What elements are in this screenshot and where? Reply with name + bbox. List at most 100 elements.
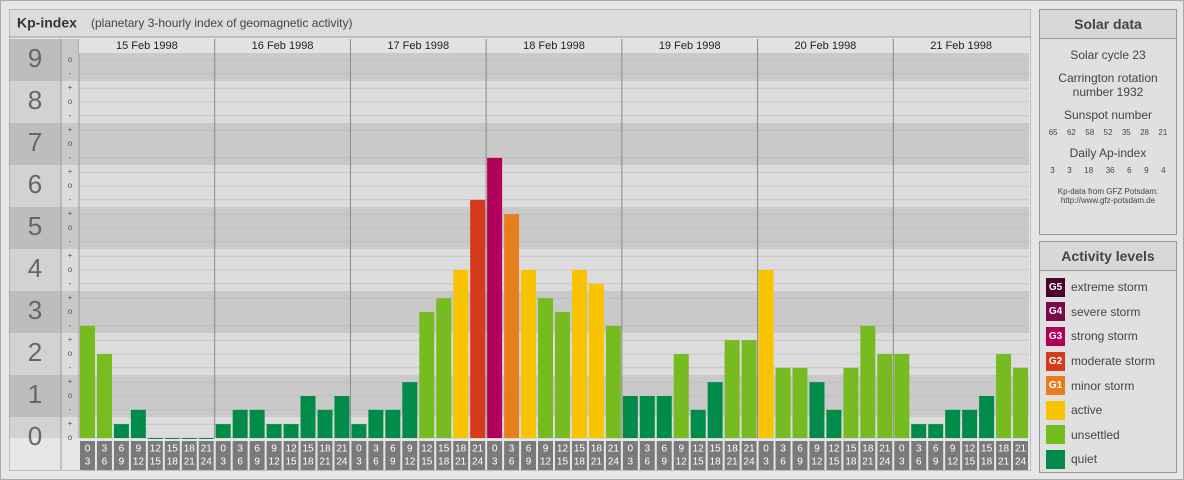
hour-label: 6 <box>661 444 667 455</box>
hour-label: 21 <box>591 457 603 468</box>
legend-label: quiet <box>1071 452 1098 467</box>
bar <box>962 409 978 438</box>
hour-box <box>164 441 180 470</box>
hour-label: 3 <box>899 457 905 468</box>
bar <box>504 214 520 438</box>
hour-label: 21 <box>472 444 484 455</box>
hour-label: 0 <box>220 444 226 455</box>
hour-box <box>656 441 672 470</box>
hour-label: 21 <box>727 457 739 468</box>
bar <box>283 424 299 438</box>
legend-item: G3 strong storm <box>1040 324 1176 349</box>
bar <box>656 396 672 438</box>
bar <box>453 270 469 438</box>
hour-label: 6 <box>102 457 108 468</box>
band <box>9 39 61 81</box>
hour-label: 15 <box>421 457 433 468</box>
hour-box <box>724 441 740 470</box>
hour-box <box>588 441 604 470</box>
hour-box <box>605 441 621 470</box>
y-minor-label: + <box>68 83 73 92</box>
legend-label: moderate storm <box>1071 354 1156 369</box>
hour-label: 3 <box>916 444 922 455</box>
hour-label: 6 <box>797 444 803 455</box>
y-minor-label: + <box>68 419 73 428</box>
band <box>9 165 61 207</box>
hour-label: 12 <box>421 444 433 455</box>
band <box>9 249 61 291</box>
bar <box>707 382 723 438</box>
bar <box>249 409 265 438</box>
hour-box <box>113 441 129 470</box>
y-tick-label: 2 <box>28 337 42 367</box>
bar <box>928 424 944 438</box>
hour-label: 12 <box>964 444 976 455</box>
solar-cycle: Solar cycle 23 <box>1070 48 1146 62</box>
hour-label: 3 <box>780 444 786 455</box>
ap-value: 6 <box>1127 166 1132 175</box>
bar <box>487 157 503 439</box>
date-label: 18 Feb 1998 <box>523 40 585 52</box>
hour-box <box>809 441 825 470</box>
bar <box>758 270 774 438</box>
hour-label: 12 <box>285 444 297 455</box>
hour-label: 21 <box>184 457 196 468</box>
levels-panel: Activity levels G5 extreme storm G4 severe … <box>1039 241 1177 473</box>
hour-box <box>843 441 859 470</box>
bar <box>860 325 876 438</box>
hour-box <box>911 441 927 470</box>
y-minor-label: + <box>68 293 73 302</box>
hour-label: 12 <box>133 457 145 468</box>
panel-title: Activity levels <box>1040 242 1176 271</box>
hour-box <box>181 441 197 470</box>
hour-label: 3 <box>220 457 226 468</box>
hour-label: 3 <box>356 457 362 468</box>
hour-label: 15 <box>167 444 179 455</box>
y-tick-label: 5 <box>28 211 42 241</box>
bar <box>521 270 537 438</box>
date-header-bg <box>757 39 894 53</box>
y-minor-label: + <box>68 251 73 260</box>
sunspot-row: 65 62 58 52 35 28 21 <box>1044 128 1172 137</box>
hour-label: 18 <box>455 444 467 455</box>
hour-box <box>639 441 655 470</box>
legend-item: unsettled <box>1040 423 1176 448</box>
hour-box <box>198 441 214 470</box>
hour-label: 21 <box>879 444 891 455</box>
y-minor-label: - <box>69 153 72 162</box>
hour-box <box>130 441 146 470</box>
bar <box>979 396 995 438</box>
hour-label: 15 <box>845 444 857 455</box>
hour-label: 12 <box>693 444 705 455</box>
hour-box <box>334 441 350 470</box>
band <box>9 123 61 165</box>
hour-box <box>622 441 638 470</box>
y-minor-label: + <box>68 209 73 218</box>
ap-value: 4 <box>1161 166 1166 175</box>
carrington: Carrington rotation number 1932 <box>1058 71 1158 99</box>
y-minor-label: + <box>68 167 73 176</box>
hour-label: 18 <box>981 457 993 468</box>
hour-label: 12 <box>811 457 823 468</box>
hour-box <box>690 441 706 470</box>
y-tick-label: 3 <box>28 295 42 325</box>
sunspot-value: 21 <box>1158 128 1168 137</box>
hour-label: 21 <box>744 444 756 455</box>
bar <box>996 354 1012 438</box>
hour-label: 18 <box>727 444 739 455</box>
hour-label: 21 <box>998 457 1010 468</box>
bar <box>436 298 452 438</box>
y-minor-label: + <box>68 335 73 344</box>
hour-label: 18 <box>438 457 450 468</box>
hour-box <box>962 441 978 470</box>
hour-label: 18 <box>710 457 722 468</box>
hour-box <box>894 441 910 470</box>
hour-box <box>538 441 553 470</box>
bar <box>470 199 486 438</box>
hour-label: 6 <box>780 457 786 468</box>
hour-box <box>283 441 299 470</box>
hour-label: 24 <box>879 457 891 468</box>
hour-box <box>96 441 112 470</box>
y-minor-label: o <box>68 223 73 232</box>
ap-title: Daily Ap-index <box>1069 146 1147 160</box>
